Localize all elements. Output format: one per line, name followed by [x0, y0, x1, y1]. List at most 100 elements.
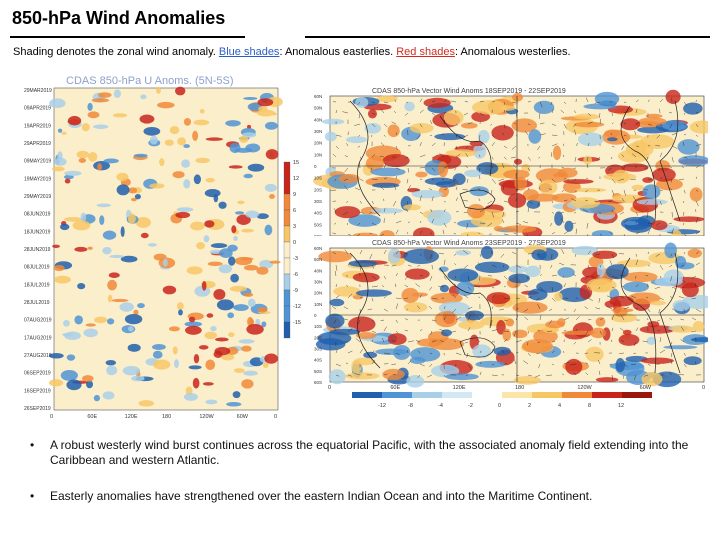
- anomaly-patch: [403, 248, 440, 265]
- wind-vector: [643, 374, 649, 377]
- anomaly-patch: [256, 213, 269, 220]
- wind-vector: [431, 142, 436, 147]
- wind-vector: [631, 295, 637, 299]
- wind-vector: [634, 131, 637, 136]
- anomaly-patch: [133, 153, 148, 158]
- wind-vector: [535, 297, 541, 301]
- anomaly-patch: [642, 184, 661, 200]
- wind-vector: [393, 200, 397, 207]
- colorbar-label: 6: [293, 208, 296, 214]
- colorbar-label: -2: [468, 403, 473, 409]
- wind-vector: [371, 134, 373, 138]
- wind-vector: [546, 374, 553, 376]
- wind-vector: [503, 285, 506, 288]
- wind-vector: [479, 222, 486, 224]
- wind-vector: [671, 286, 676, 289]
- anomaly-patch: [177, 137, 186, 146]
- wind-vector: [623, 189, 626, 196]
- anomaly-patch: [231, 225, 237, 234]
- anomaly-patch: [156, 86, 161, 94]
- wind-vector: [428, 305, 433, 310]
- wind-vector: [633, 352, 637, 354]
- anomaly-patch: [404, 101, 415, 112]
- wind-vector: [678, 296, 685, 299]
- wind-vector: [647, 363, 651, 366]
- anomaly-patch: [338, 173, 360, 184]
- map-top-svg: CDAS 850-hPa Vector Wind Anoms 18SEP2019…: [312, 88, 708, 238]
- anomaly-patch: [528, 193, 559, 202]
- anomaly-patch: [140, 232, 149, 239]
- colorbar-label: -8: [408, 403, 413, 409]
- bullet-dot-icon: •: [30, 438, 35, 452]
- wind-vector: [479, 100, 484, 103]
- anomaly-patch: [51, 166, 65, 172]
- anomaly-patch: [137, 303, 145, 309]
- anomaly-patch: [239, 135, 249, 143]
- colorbar-segment: [622, 392, 652, 398]
- wind-vector: [405, 156, 409, 159]
- wind-vector: [573, 178, 577, 181]
- colorbar-segment: [592, 392, 622, 398]
- wind-vector: [467, 122, 473, 125]
- wind-vector: [443, 259, 446, 266]
- wind-vector: [561, 189, 565, 193]
- bullet-text: Easterly anomalies have strengthened ove…: [50, 489, 593, 503]
- wind-vector: [431, 100, 436, 103]
- anomaly-patch: [678, 155, 708, 167]
- anomaly-patch: [207, 261, 223, 267]
- wind-vector: [680, 264, 685, 267]
- wind-vector: [671, 132, 677, 136]
- wind-vector: [619, 352, 625, 354]
- anomaly-patch: [143, 126, 161, 136]
- wind-vector: [345, 362, 349, 365]
- anomaly-patch: [74, 315, 83, 325]
- anomaly-patch: [511, 118, 537, 133]
- wind-vector: [391, 340, 397, 343]
- wind-vector: [584, 275, 589, 280]
- anomaly-patch: [427, 209, 452, 226]
- coastline: [620, 257, 657, 374]
- wind-vector: [371, 285, 378, 288]
- anomaly-patch: [646, 336, 657, 346]
- anomaly-patch: [321, 118, 345, 125]
- hovmoller-date-label: 19MAY2019: [24, 176, 51, 182]
- wind-vector: [404, 284, 409, 288]
- anomaly-patch: [594, 91, 620, 107]
- anomaly-patch: [109, 254, 125, 258]
- wind-vector: [442, 229, 445, 235]
- wind-vector: [383, 198, 385, 202]
- anomaly-patch: [149, 135, 158, 145]
- anomaly-patch: [124, 313, 143, 325]
- anomaly-patch: [672, 300, 691, 312]
- anomaly-patch: [633, 148, 648, 153]
- wind-vector: [635, 99, 639, 103]
- anomaly-patch: [502, 225, 537, 233]
- wind-vector: [539, 112, 541, 119]
- wind-vector: [359, 250, 363, 255]
- wind-vector: [419, 123, 423, 128]
- wind-vector: [635, 259, 639, 266]
- wind-vector: [383, 275, 387, 280]
- anomaly-patch: [645, 113, 663, 119]
- anomaly-patch: [476, 162, 499, 175]
- wind-vector: [359, 211, 365, 214]
- wind-vector: [635, 145, 640, 147]
- wind-vector: [695, 165, 700, 169]
- wind-vector: [611, 275, 618, 279]
- wind-vector: [479, 154, 481, 158]
- wind-vector: [659, 152, 663, 158]
- wind-vector: [383, 296, 387, 299]
- wind-vector: [443, 306, 446, 310]
- wind-vector: [379, 155, 385, 158]
- anomaly-patch: [221, 354, 235, 361]
- longitude-label: 60E: [390, 385, 400, 391]
- wind-vector: [598, 286, 601, 290]
- anomaly-patch: [183, 178, 191, 189]
- anomaly-patch: [206, 313, 214, 318]
- wind-vector: [635, 211, 638, 216]
- wind-vector: [503, 330, 510, 333]
- wind-vector: [415, 283, 421, 288]
- anomaly-patch: [512, 93, 524, 102]
- wind-vector: [680, 326, 685, 332]
- wind-vector: [598, 275, 601, 277]
